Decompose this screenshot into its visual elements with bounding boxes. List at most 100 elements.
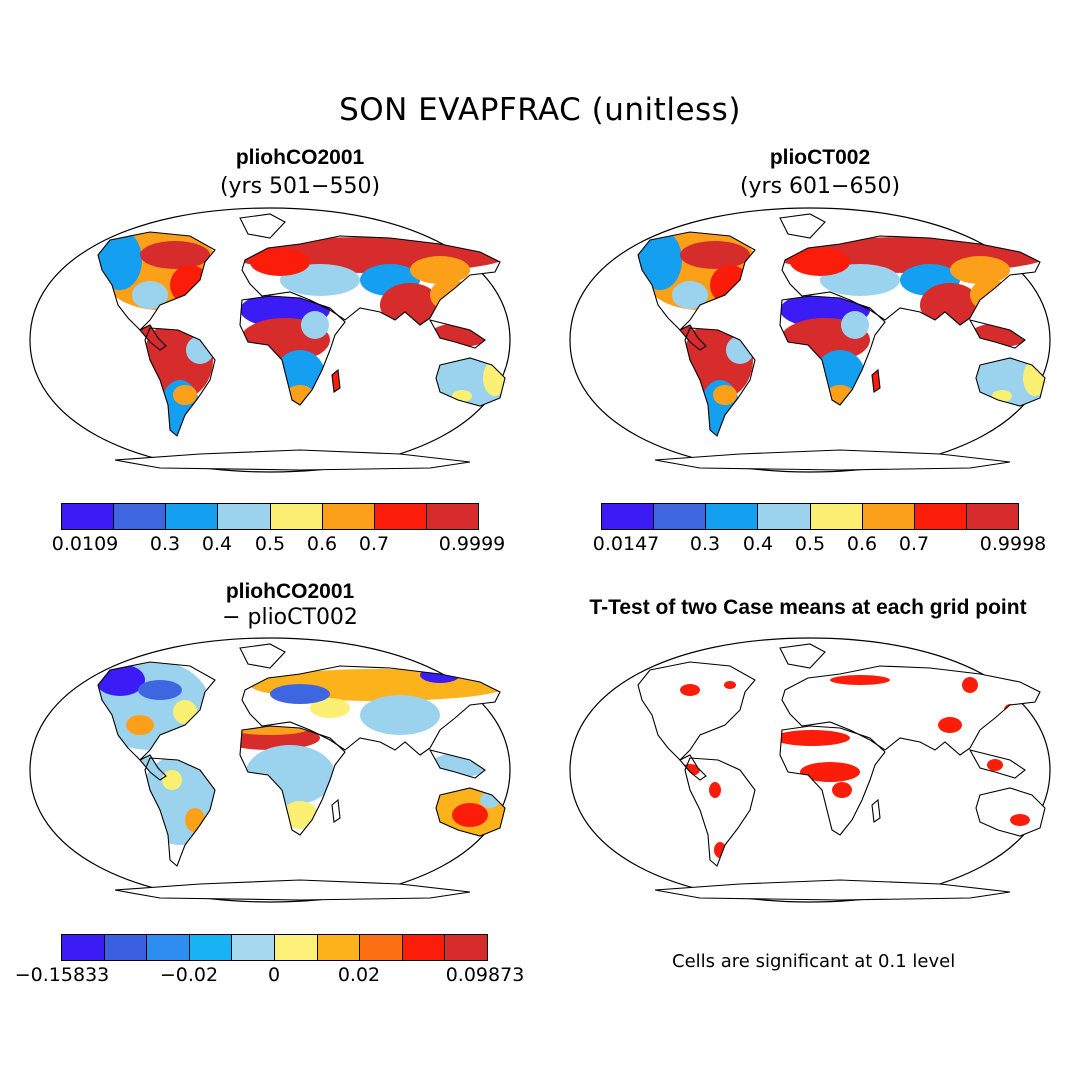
colorbar-swatch	[218, 504, 271, 529]
colorbar-swatch	[706, 504, 759, 529]
colorbar-tick-label: 0.3	[689, 533, 721, 555]
coastline-seAsia	[428, 319, 486, 349]
field-region	[132, 281, 168, 309]
map-panel-4	[569, 637, 1051, 903]
coastline-africa	[239, 295, 346, 406]
colorbar-tick-label: 0.0109	[51, 533, 119, 555]
field-region	[800, 762, 860, 782]
field-region	[410, 256, 470, 284]
colorbar-swatch	[654, 504, 707, 529]
coastline-seAsia	[968, 319, 1026, 349]
field-region	[950, 256, 1010, 284]
coastline-eurasia	[241, 665, 501, 756]
coastline-antarctica	[654, 449, 1011, 471]
colorbar-tick-label: 0.5	[254, 533, 286, 555]
colorbar-swatch	[147, 935, 190, 960]
colorbar-tick-label: 0.7	[358, 533, 390, 555]
coastline-madagascar	[871, 798, 881, 823]
colorbar-swatch	[270, 504, 323, 529]
field-region	[301, 311, 329, 339]
colorbar-swatch	[426, 504, 478, 529]
colorbar-tick-label: 0.9998	[979, 533, 1047, 555]
field-region	[126, 715, 154, 735]
panel-1-subtitle: (yrs 501−550)	[219, 174, 381, 199]
field-region	[709, 782, 721, 798]
coastline-australia	[435, 357, 506, 407]
coastline-greenland	[239, 643, 286, 669]
colorbar-tick-label: 0.0147	[592, 533, 660, 555]
field-region	[841, 311, 869, 339]
coastline-eurasia	[781, 665, 1041, 756]
landmass-madagascar	[872, 800, 880, 822]
panel-4-title: T-Test of two Case means at each grid po…	[589, 596, 1027, 619]
coastline-greenland	[779, 213, 826, 239]
panel-2-subtitle: (yrs 601−650)	[739, 174, 901, 199]
field-region	[282, 801, 318, 829]
colorbar-tick-label: 0.6	[306, 533, 338, 555]
coastline-australia	[435, 787, 506, 837]
colorbar-panel-1	[61, 503, 479, 530]
landmass-antarctica	[655, 880, 1010, 900]
coastline-northAmerica	[97, 231, 216, 331]
coastline-madagascar	[871, 368, 881, 393]
field-region	[832, 782, 852, 798]
colorbar-tick-label: 0.6	[846, 533, 878, 555]
field-region	[680, 684, 700, 696]
panel-1-title: pliohCO2001	[235, 146, 365, 169]
map-panel-3	[29, 637, 511, 903]
coastline-seAsia	[968, 749, 1026, 779]
field-region	[724, 681, 736, 689]
coastline-northAmerica	[637, 661, 756, 761]
colorbar-tick-label: 0.3	[149, 533, 181, 555]
figure-title: SON EVAPFRAC (unitless)	[339, 92, 741, 128]
coastline-eurasia	[781, 235, 1041, 326]
field-region	[938, 717, 962, 733]
colorbar-swatch	[274, 935, 318, 960]
landmass-southAmerica	[685, 758, 755, 866]
field-region	[140, 241, 210, 269]
field-region	[790, 248, 850, 276]
coastline-greenland	[779, 643, 826, 669]
colorbar-swatch	[104, 935, 148, 960]
field-region	[680, 241, 750, 269]
coastline-africa	[779, 725, 886, 836]
field-region	[962, 677, 978, 693]
landmass-madagascar	[332, 800, 340, 822]
field-region	[173, 700, 197, 724]
colorbar-tick-label: 0.02	[337, 964, 381, 986]
landmass-greenland	[240, 644, 285, 668]
coastline-australia	[975, 357, 1046, 407]
colorbar-swatch	[402, 935, 446, 960]
colorbar-swatch	[602, 504, 655, 529]
colorbar-tick-label: 0.4	[742, 533, 774, 555]
field-region	[672, 281, 708, 309]
colorbar-swatch	[374, 504, 427, 529]
colorbar-swatch	[166, 504, 219, 529]
coastline-centralAm	[679, 754, 707, 781]
field-region	[638, 232, 682, 290]
colorbar-swatch	[966, 504, 1018, 529]
coastline-southAmerica	[684, 327, 756, 437]
colorbar-tick-label: 0.4	[201, 533, 233, 555]
field-region	[270, 684, 330, 704]
colorbar-tick-label: 0	[267, 964, 281, 986]
coastline-seAsia	[428, 749, 486, 779]
field-region	[310, 698, 350, 718]
field-region	[380, 283, 440, 325]
colorbar-tick-label: 0.9999	[438, 533, 506, 555]
coastline-australia	[975, 787, 1046, 837]
coastline-northAmerica	[97, 661, 216, 761]
map-panel-2	[569, 207, 1051, 473]
coastline-northAmerica	[637, 231, 756, 331]
coastline-centralAm	[679, 324, 707, 351]
field-region	[830, 675, 890, 685]
colorbar-swatch	[360, 935, 403, 960]
field-region	[1010, 814, 1030, 826]
colorbar-swatch	[445, 935, 487, 960]
coastline-antarctica	[654, 879, 1011, 901]
panel-2-title: plioCT002	[769, 146, 871, 169]
landmass-antarctica	[655, 450, 1010, 470]
landmass-australia	[976, 788, 1045, 836]
colorbar-swatch	[114, 504, 167, 529]
colorbar-panel-2	[601, 503, 1019, 530]
